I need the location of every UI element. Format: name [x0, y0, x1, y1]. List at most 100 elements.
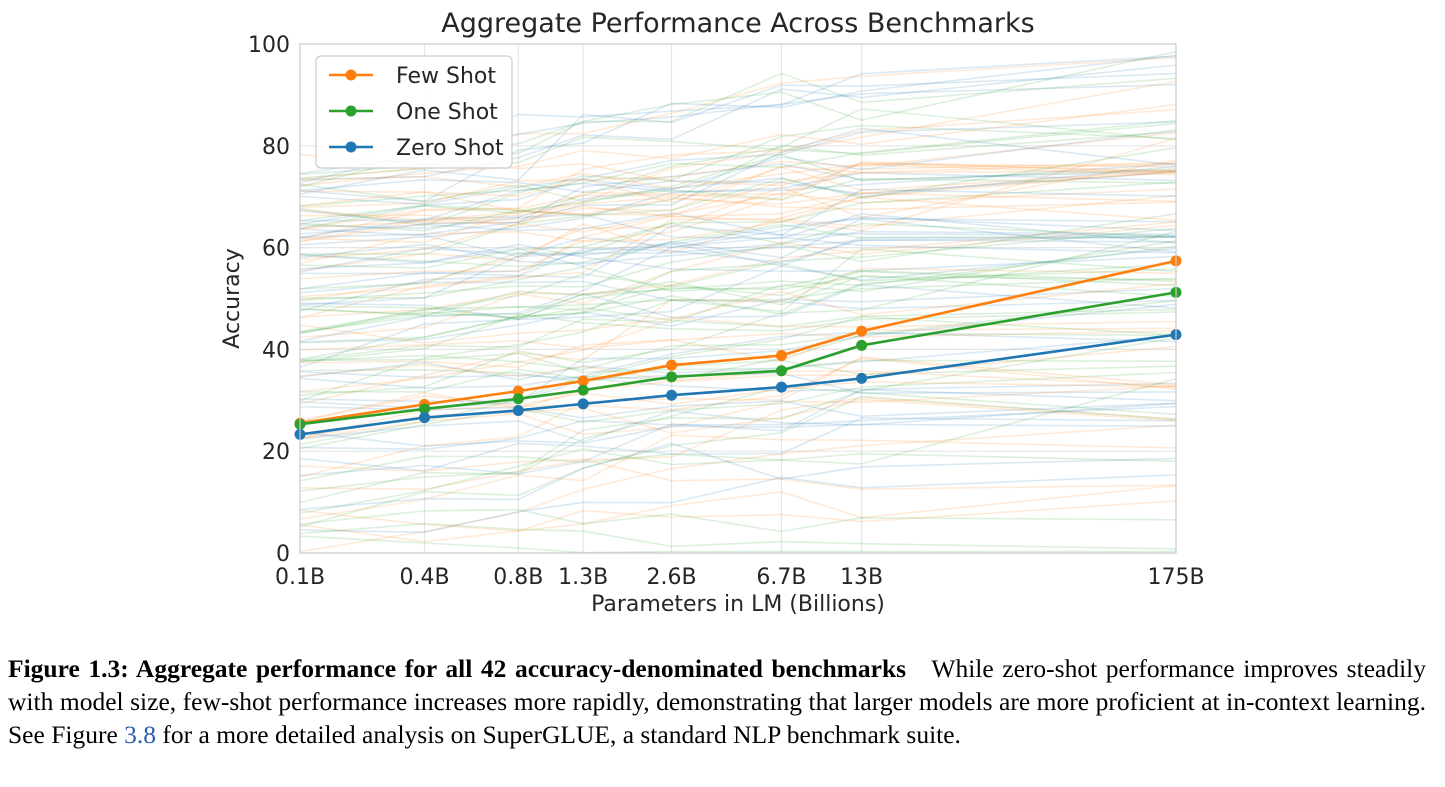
legend-label: Few Shot [396, 64, 496, 89]
benchmark-line [299, 80, 1177, 242]
benchmark-line [299, 315, 1177, 393]
benchmark-line [299, 169, 1177, 244]
x-tick-label: 0.4B [399, 565, 449, 590]
legend-marker [345, 69, 357, 81]
benchmark-line [299, 405, 1177, 451]
data-point-one-shot [856, 339, 868, 351]
benchmark-line [299, 434, 1177, 520]
caption-figure-link[interactable]: 3.8 [124, 720, 157, 749]
figure-caption: Figure 1.3: Aggregate performance for al… [8, 652, 1426, 751]
data-point-few-shot [577, 375, 589, 387]
data-point-one-shot [577, 384, 589, 396]
x-tick-labels: 0.1B 0.4B 0.8B 1.3B 2.6B 6.7B 13B 175B [275, 565, 1205, 590]
benchmark-line [299, 153, 1177, 222]
benchmark-line [299, 162, 1177, 280]
benchmark-line [299, 216, 1177, 342]
benchmark-line [299, 103, 1177, 187]
benchmark-line [299, 228, 1177, 258]
x-tick-label: 1.3B [558, 565, 608, 590]
benchmark-line [299, 336, 1177, 492]
benchmark-line [299, 386, 1177, 504]
caption-title: Figure 1.3: Aggregate performance for al… [8, 654, 907, 683]
y-tick-label: 0 [276, 542, 290, 567]
benchmark-line [299, 236, 1177, 265]
benchmark-line [299, 275, 1177, 334]
benchmark-line [299, 283, 1177, 320]
x-tick-label: 2.6B [647, 565, 697, 590]
benchmark-line [299, 385, 1177, 440]
benchmark-line [299, 402, 1177, 443]
benchmark-line [299, 240, 1177, 361]
data-point-one-shot [666, 371, 678, 383]
x-tick-label: 175B [1147, 565, 1204, 590]
data-point-zero-shot [666, 389, 678, 401]
benchmark-line [299, 316, 1177, 344]
benchmark-line [299, 522, 1177, 550]
benchmark-line [299, 217, 1177, 270]
benchmark-line [299, 370, 1177, 392]
benchmark-line [299, 238, 1177, 312]
y-tick-label: 80 [262, 135, 290, 160]
series-line-few-shot [299, 259, 1177, 425]
benchmark-line [299, 398, 1177, 439]
benchmark-line [299, 181, 1177, 290]
chart-title: Aggregate Performance Across Benchmarks [441, 8, 1034, 39]
benchmark-line [299, 121, 1177, 206]
benchmark-line [299, 163, 1177, 190]
benchmark-line [299, 227, 1177, 333]
benchmark-line [299, 177, 1177, 203]
benchmark-line [299, 345, 1177, 423]
legend-label: One Shot [396, 100, 498, 125]
benchmark-line [299, 500, 1177, 532]
benchmark-line [299, 270, 1177, 315]
benchmark-line [299, 357, 1177, 439]
benchmark-line [299, 107, 1177, 230]
benchmark-line [299, 194, 1177, 298]
benchmark-line [299, 395, 1177, 528]
benchmark-line [299, 119, 1177, 207]
benchmark-line [299, 211, 1177, 237]
benchmark-line [299, 129, 1177, 225]
benchmark-line [299, 146, 1177, 232]
data-point-one-shot [419, 403, 431, 415]
benchmark-line [299, 508, 1177, 533]
legend-box [315, 55, 513, 169]
y-tick-labels: 0 20 40 60 80 100 [248, 33, 290, 567]
benchmark-line [299, 299, 1177, 446]
y-tick-label: 60 [262, 237, 290, 262]
benchmark-line [299, 212, 1177, 244]
benchmark-line [299, 535, 1176, 554]
benchmark-line [299, 160, 1177, 228]
data-point-zero-shot [419, 412, 431, 424]
benchmark-line [299, 287, 1177, 344]
benchmark-line [299, 224, 1177, 339]
benchmark-line [299, 484, 1177, 543]
benchmark-line [299, 267, 1177, 405]
series-line-zero-shot [299, 333, 1177, 436]
benchmark-line [299, 331, 1177, 389]
benchmark-line [299, 188, 1177, 260]
benchmark-line [299, 163, 1177, 225]
data-point-few-shot [666, 359, 678, 371]
benchmark-line [299, 263, 1177, 343]
benchmark-line [299, 378, 1177, 515]
benchmark-line [299, 266, 1177, 299]
benchmark-line [299, 196, 1177, 265]
y-tick-label: 40 [262, 338, 290, 363]
benchmark-line [299, 417, 1177, 472]
data-point-zero-shot [512, 404, 524, 416]
chart-svg: 0 20 40 60 80 100 0.1B 0.4B 0.8B 1.3B 2.6B 6.7B 13B… [220, 8, 1205, 617]
benchmark-line [299, 305, 1177, 328]
data-point-few-shot [512, 385, 524, 397]
caption-body-start: While zero-shot performance improves ste… [8, 654, 1426, 749]
y-tick-label: 20 [262, 440, 290, 465]
benchmark-line [299, 196, 1177, 222]
benchmark-line [299, 245, 1177, 363]
y-tick-label: 100 [248, 33, 290, 58]
benchmark-line [299, 371, 1177, 450]
benchmark-line [299, 130, 1177, 256]
benchmark-line [299, 359, 1177, 384]
benchmark-line [299, 171, 1177, 246]
benchmark-line [299, 280, 1177, 310]
benchmark-line [299, 247, 1177, 369]
